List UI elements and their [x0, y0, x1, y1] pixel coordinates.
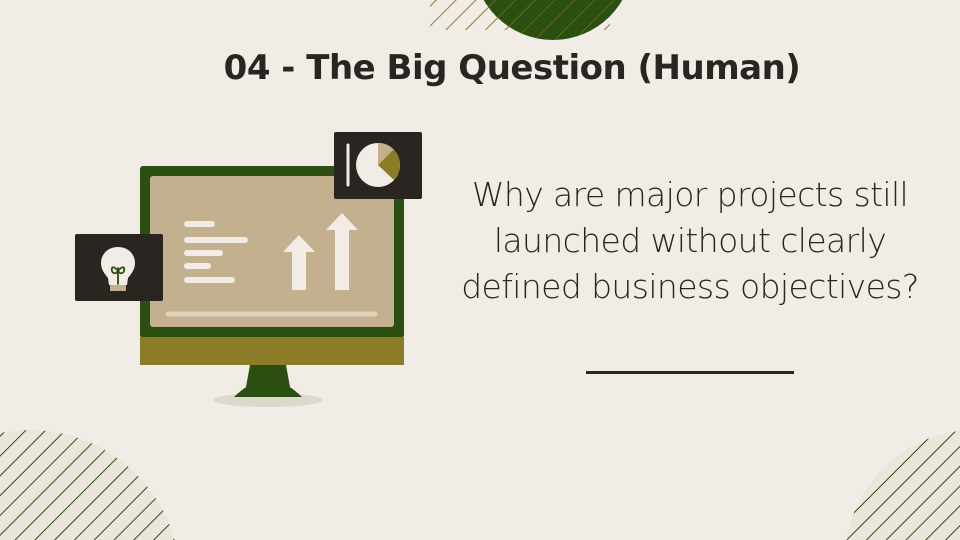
monitor-chin: [140, 337, 404, 365]
top-decoration: [430, 0, 633, 40]
bottom-left-decoration: [0, 430, 180, 540]
pie-chart-card: [334, 132, 422, 199]
text-lines-icon: [184, 221, 248, 283]
up-arrows-icon: [283, 213, 358, 290]
question-underline: [586, 371, 794, 374]
bottom-right-decoration: [845, 430, 960, 540]
lightbulb-card: [75, 234, 163, 301]
monitor-screen: [150, 176, 394, 327]
question-text: Why are major projects still launched wi…: [461, 175, 919, 306]
pie-chart-icon: [356, 142, 400, 187]
lightbulb-icon: [101, 247, 135, 291]
slide-title: 04 - The Big Question (Human): [223, 48, 801, 88]
monitor-stand: [234, 365, 302, 397]
computer-illustration: [75, 132, 422, 407]
